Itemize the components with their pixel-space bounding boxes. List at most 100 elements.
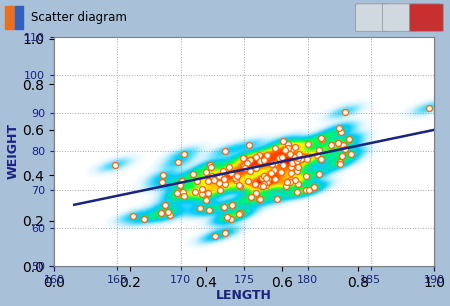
Point [348,152,355,157]
Point [206,162,213,167]
Point [203,170,210,175]
Point [263,152,270,157]
Point [263,180,270,185]
Point [194,178,201,183]
Point [232,177,239,182]
Point [341,109,348,114]
Point [219,169,226,174]
Point [304,157,311,162]
Point [286,180,293,185]
Point [284,179,291,184]
Point [256,197,263,202]
Point [311,185,318,190]
Point [174,160,181,165]
Point [227,216,234,221]
Point [274,196,281,201]
Point [287,171,294,176]
Point [336,159,343,164]
Point [221,182,229,187]
Point [315,171,323,176]
Point [291,144,298,149]
Point [164,209,171,214]
Point [317,135,324,140]
Point [299,155,306,160]
Point [204,178,212,183]
Point [215,181,222,185]
Point [229,202,236,207]
Point [218,174,225,178]
Point [260,174,267,178]
Point [265,177,272,182]
Point [161,203,168,208]
Point [166,213,173,218]
Point [251,181,258,186]
Point [335,126,342,131]
Point [245,143,252,148]
Point [280,162,287,167]
Point [294,156,301,161]
Point [225,165,232,170]
Point [248,166,255,171]
Point [159,180,166,185]
Point [176,183,183,188]
Point [246,157,253,162]
Point [203,191,211,196]
Point [273,159,280,164]
Point [190,172,197,177]
Point [158,211,165,216]
Point [294,181,302,186]
Point [160,173,167,178]
Point [288,164,295,169]
Point [236,184,243,189]
Point [294,158,301,163]
Point [232,176,239,181]
Point [129,214,136,218]
Point [216,174,223,178]
Point [270,168,278,173]
Point [263,182,270,187]
Point [247,195,254,200]
Point [234,174,241,179]
Point [210,177,217,182]
Point [334,141,341,146]
Point [259,184,266,188]
Point [211,234,218,239]
Point [256,197,263,202]
Point [202,198,210,203]
Point [342,146,349,151]
Point [278,155,285,159]
Point [180,151,188,156]
Point [257,184,265,188]
Point [315,147,323,152]
Point [305,187,312,192]
Point [197,206,204,211]
Point [295,152,302,157]
Point [281,147,288,152]
Point [253,191,260,196]
Point [240,156,248,161]
Point [222,148,229,153]
Point [337,161,344,166]
Point [271,146,278,151]
Point [293,189,300,194]
Point [268,162,275,166]
Point [268,171,275,176]
Point [314,153,321,158]
Point [328,143,335,147]
Point [256,159,264,163]
Point [287,151,294,156]
Point [338,154,345,159]
Point [205,190,212,195]
Bar [15,6,23,29]
Point [262,176,270,181]
Point [220,204,228,209]
Point [235,212,243,217]
Bar [5,6,14,29]
Point [243,161,251,166]
Point [287,177,294,182]
FancyBboxPatch shape [382,4,416,31]
Point [220,177,228,182]
Point [236,211,243,216]
Point [278,170,285,175]
Point [192,190,199,195]
